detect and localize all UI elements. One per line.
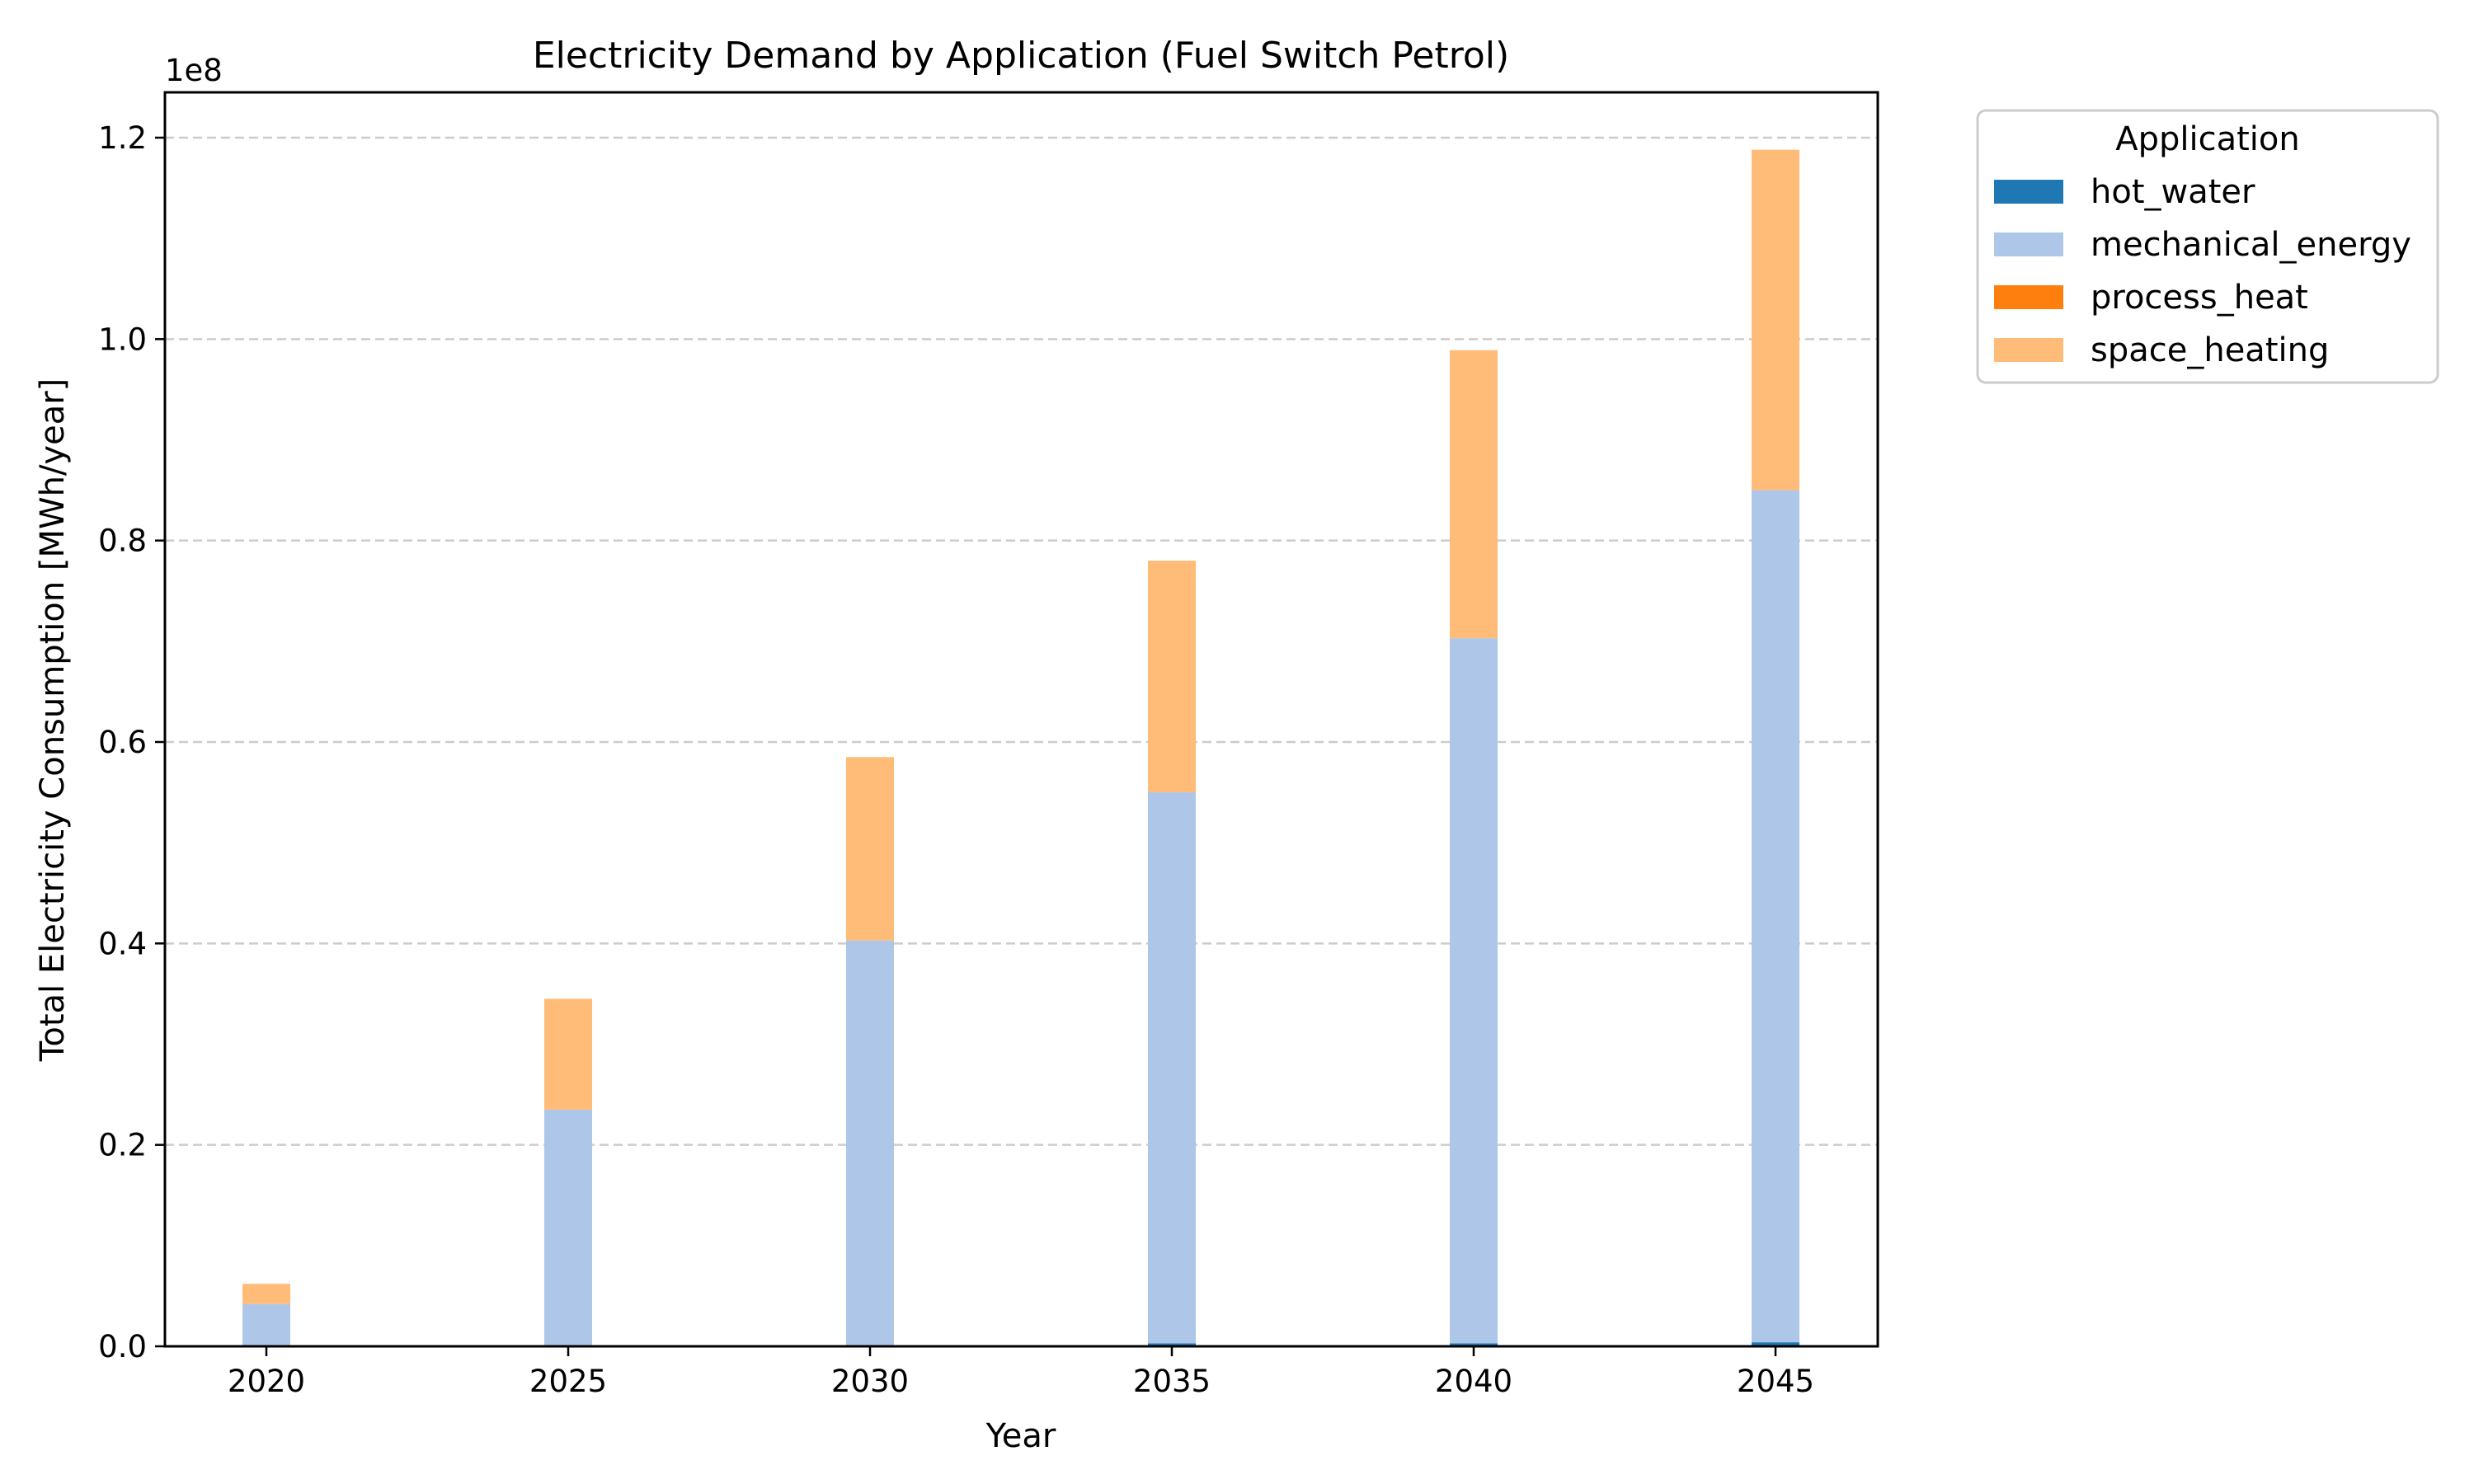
- bar-mechanical_energy-2035: [1148, 792, 1196, 1344]
- legend: Application hot_water mechanical_energypr…: [1976, 109, 2439, 384]
- x-axis-label: Year: [985, 1417, 1056, 1455]
- bar-mechanical_energy-2030: [846, 940, 894, 1346]
- legend-label-process_heat: process_heat: [2091, 279, 2308, 317]
- x-tick-label: 2025: [529, 1364, 607, 1399]
- bar-space_heating-2035: [1148, 561, 1196, 793]
- y-axis-label: Total Electricity Consumption [MWh/year]: [34, 378, 72, 1063]
- y-tick-label: 0.8: [98, 524, 147, 559]
- legend-frame: [1976, 109, 2439, 384]
- y-tick-label: 0.6: [98, 725, 147, 760]
- legend-swatch-mechanical_energy: [1994, 232, 2063, 256]
- x-tick-label: 2030: [831, 1364, 909, 1399]
- bar-mechanical_energy-2020: [242, 1303, 290, 1346]
- bar-mechanical_energy-2045: [1752, 490, 1799, 1343]
- legend-title: Application: [2115, 120, 2300, 158]
- bar-space_heating-2025: [544, 998, 592, 1110]
- chart-title: Electricity Demand by Application (Fuel …: [533, 35, 1509, 77]
- y-tick-label: 1.0: [98, 322, 147, 357]
- y-tick-label: 0.2: [98, 1128, 147, 1163]
- legend-swatch-hot_water: [1994, 180, 2063, 204]
- bar-hot_water-2040: [1450, 1343, 1498, 1346]
- y-offset-label: 1e8: [165, 53, 223, 88]
- x-tick-label: 2040: [1435, 1364, 1512, 1399]
- legend-swatch-process_heat: [1994, 285, 2063, 309]
- bar-space_heating-2030: [846, 757, 894, 941]
- y-tick-label: 0.4: [98, 926, 147, 961]
- legend-label-mechanical_energy: mechanical_energy: [2091, 226, 2411, 264]
- y-tick-label: 0.0: [98, 1329, 147, 1364]
- x-tick-label: 2020: [228, 1364, 305, 1399]
- bar-hot_water-2045: [1752, 1342, 1799, 1346]
- grid-lines: [165, 136, 1878, 1146]
- bar-mechanical_energy-2025: [544, 1109, 592, 1346]
- x-tick-label: 2035: [1133, 1364, 1211, 1399]
- bar-space_heating-2020: [242, 1284, 290, 1304]
- y-tick-label: 1.2: [98, 120, 147, 156]
- x-axis: 2020 2025 2030 2035 2040 2045: [228, 1346, 1814, 1399]
- legend-label-hot_water: hot_water: [2091, 173, 2255, 211]
- bar-mechanical_energy-2040: [1450, 638, 1498, 1344]
- plot-frame: [163, 91, 1879, 1348]
- bar-hot_water-2035: [1148, 1343, 1196, 1346]
- legend-label-space_heating: space_heating: [2091, 331, 2329, 369]
- legend-swatch-space_heating: [1994, 338, 2063, 362]
- bars: [242, 149, 1799, 1346]
- bar-space_heating-2045: [1752, 149, 1799, 491]
- bar-space_heating-2040: [1450, 350, 1498, 639]
- y-axis: 0.0 0.2 0.4 0.6 0.8 1.0 1.2: [98, 120, 165, 1364]
- x-tick-label: 2045: [1737, 1364, 1814, 1399]
